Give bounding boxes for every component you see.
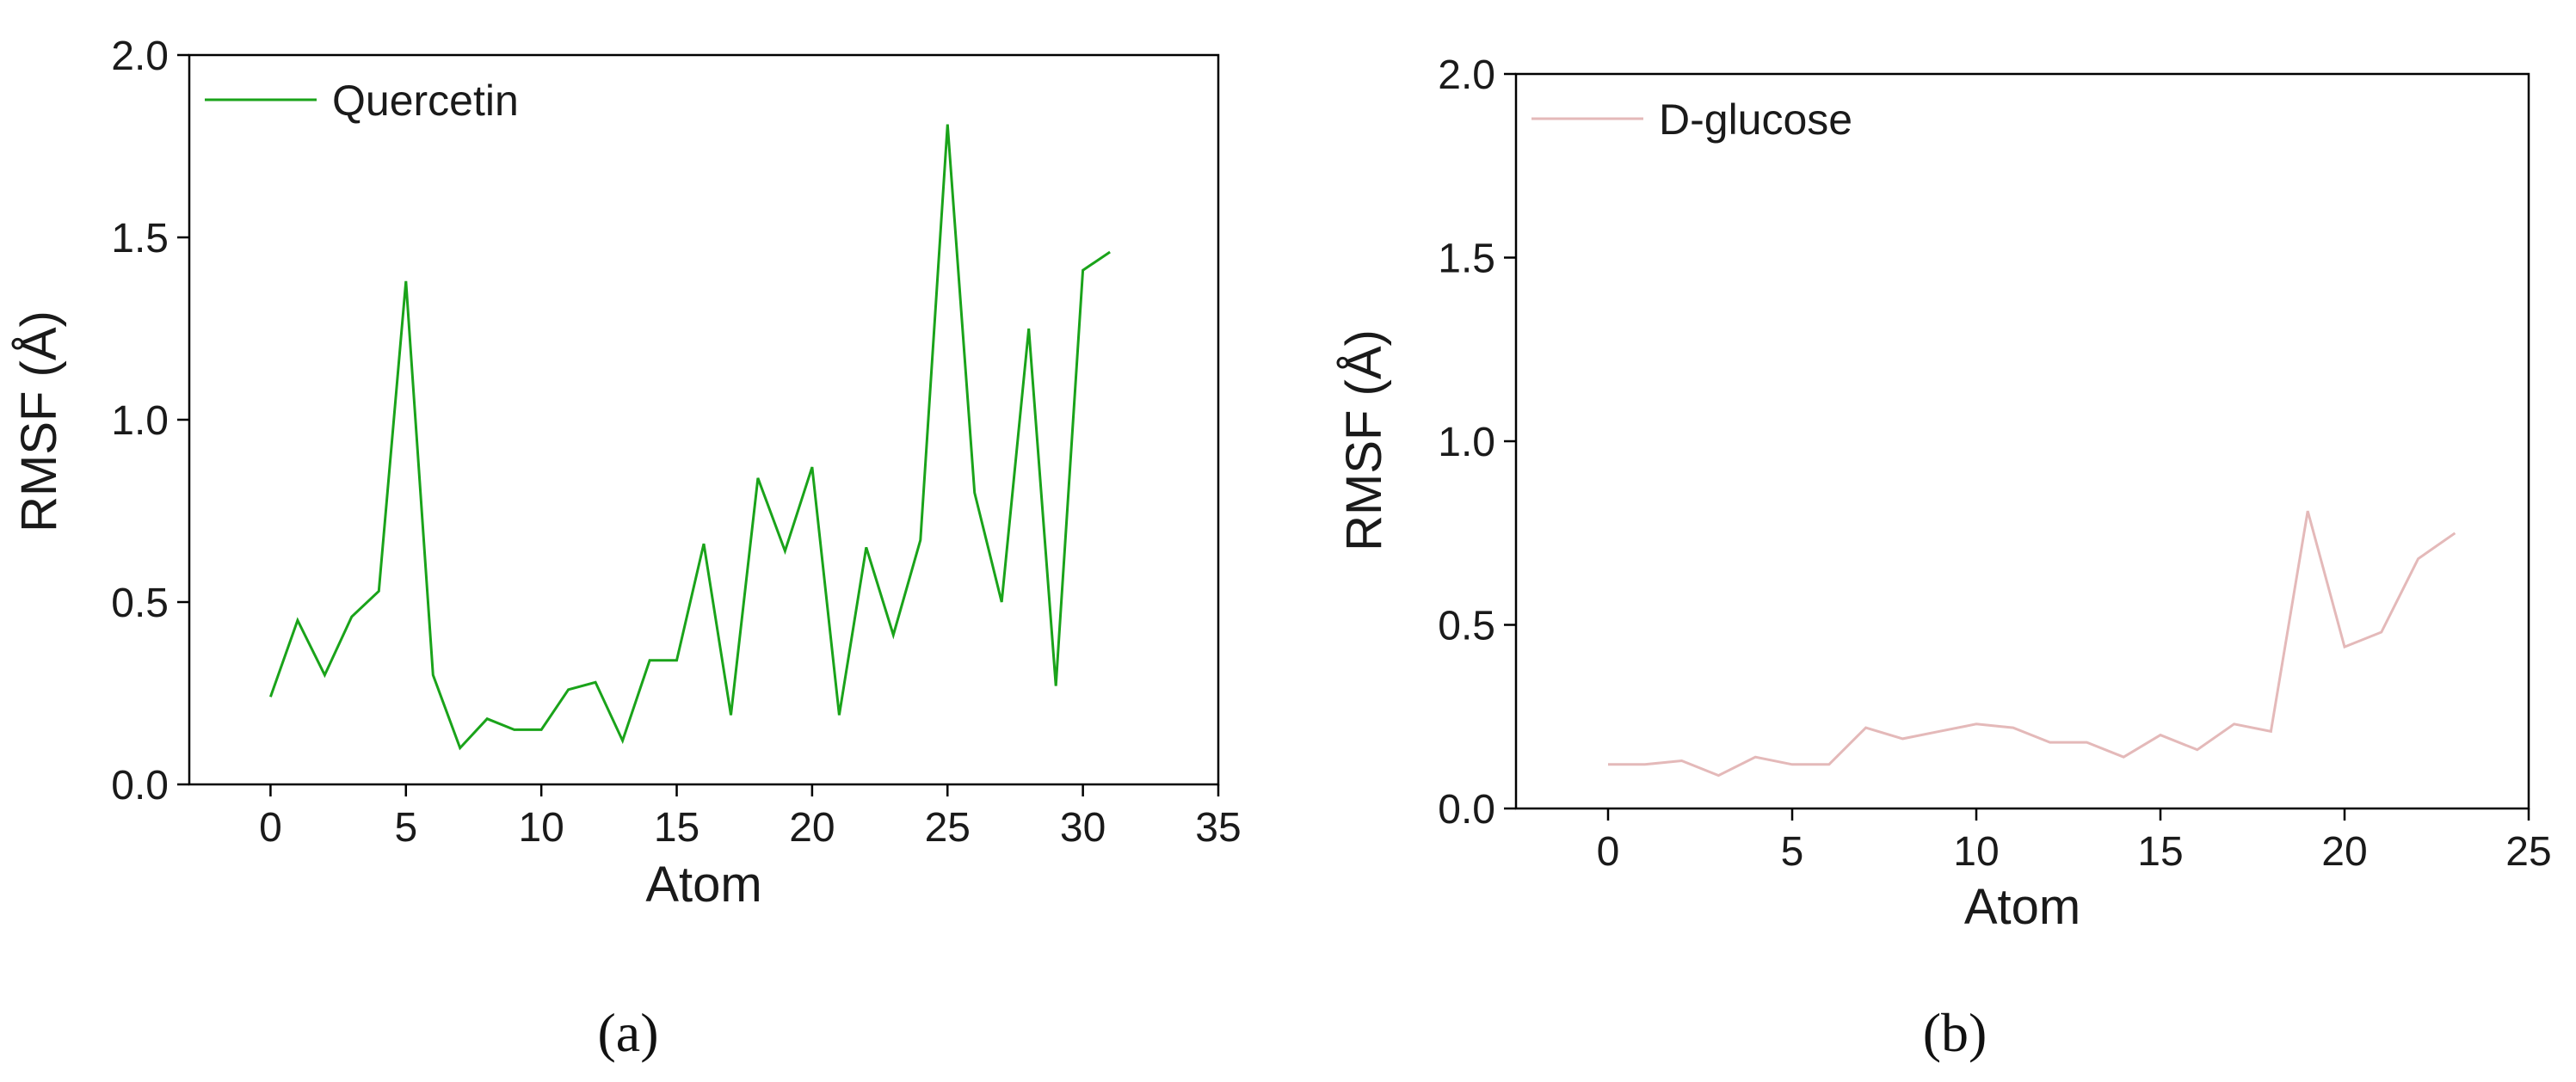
y-tick-label: 1.5 [111,216,169,261]
x-tick-label: 25 [925,805,971,851]
x-tick-label: 35 [1195,805,1241,851]
y-tick-label: 2.0 [1438,52,1495,98]
panel-b-d-glucose-chart: 0 5 10 15 20 25 0.0 0.5 1.0 1.5 2.0 Atom RMSF (Å) D-g… [1336,52,2552,1063]
legend-label: Quercetin [332,77,519,125]
panel-caption: (a) [597,1002,658,1063]
plot-frame [1514,72,2530,810]
x-tick-label: 10 [518,805,564,851]
x-tick-label: 0 [259,805,282,851]
x-tick-label: 5 [394,805,417,851]
series-line-quercetin [268,124,1111,751]
y-axis-label: RMSF (Å) [11,310,67,532]
y-tick-label: 1.5 [1438,237,1495,282]
x-tick-label: 20 [789,805,835,851]
x-tick-label: 20 [2321,829,2367,875]
x-tick-label: 30 [1060,805,1106,851]
y-tick-label: 1.0 [1438,420,1495,465]
y-tick-label: 0.5 [111,581,169,626]
y-tick-label: 0.0 [1438,787,1495,833]
x-tick-label: 25 [2505,829,2551,875]
panel-a-quercetin-chart: 0 5 10 15 20 25 30 35 0.0 0.5 1.0 1.5 2.0 Atom RMSF (Å… [11,34,1242,1063]
legend-label: D-glucose [1659,95,1852,144]
x-tick-label: 15 [654,805,699,851]
x-tick-label: 10 [1953,829,1999,875]
plot-frame [188,53,1220,786]
x-axis-label: Atom [1964,879,2080,935]
panel-caption: (b) [1923,1002,1987,1063]
x-axis-label: Atom [645,857,761,913]
x-tick-label: 15 [2137,829,2183,875]
series-line-d-glucose [1608,510,2456,778]
y-tick-label: 2.0 [111,34,169,79]
y-axis-label: RMSF (Å) [1336,329,1392,551]
x-tick-label: 5 [1781,829,1804,875]
x-tick-label: 0 [1597,829,1620,875]
y-tick-label: 1.0 [111,398,169,444]
y-tick-label: 0.0 [111,763,169,808]
y-tick-label: 0.5 [1438,604,1495,649]
